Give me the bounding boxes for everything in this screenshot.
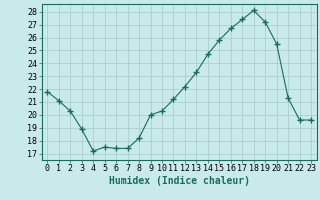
X-axis label: Humidex (Indice chaleur): Humidex (Indice chaleur) xyxy=(109,176,250,186)
